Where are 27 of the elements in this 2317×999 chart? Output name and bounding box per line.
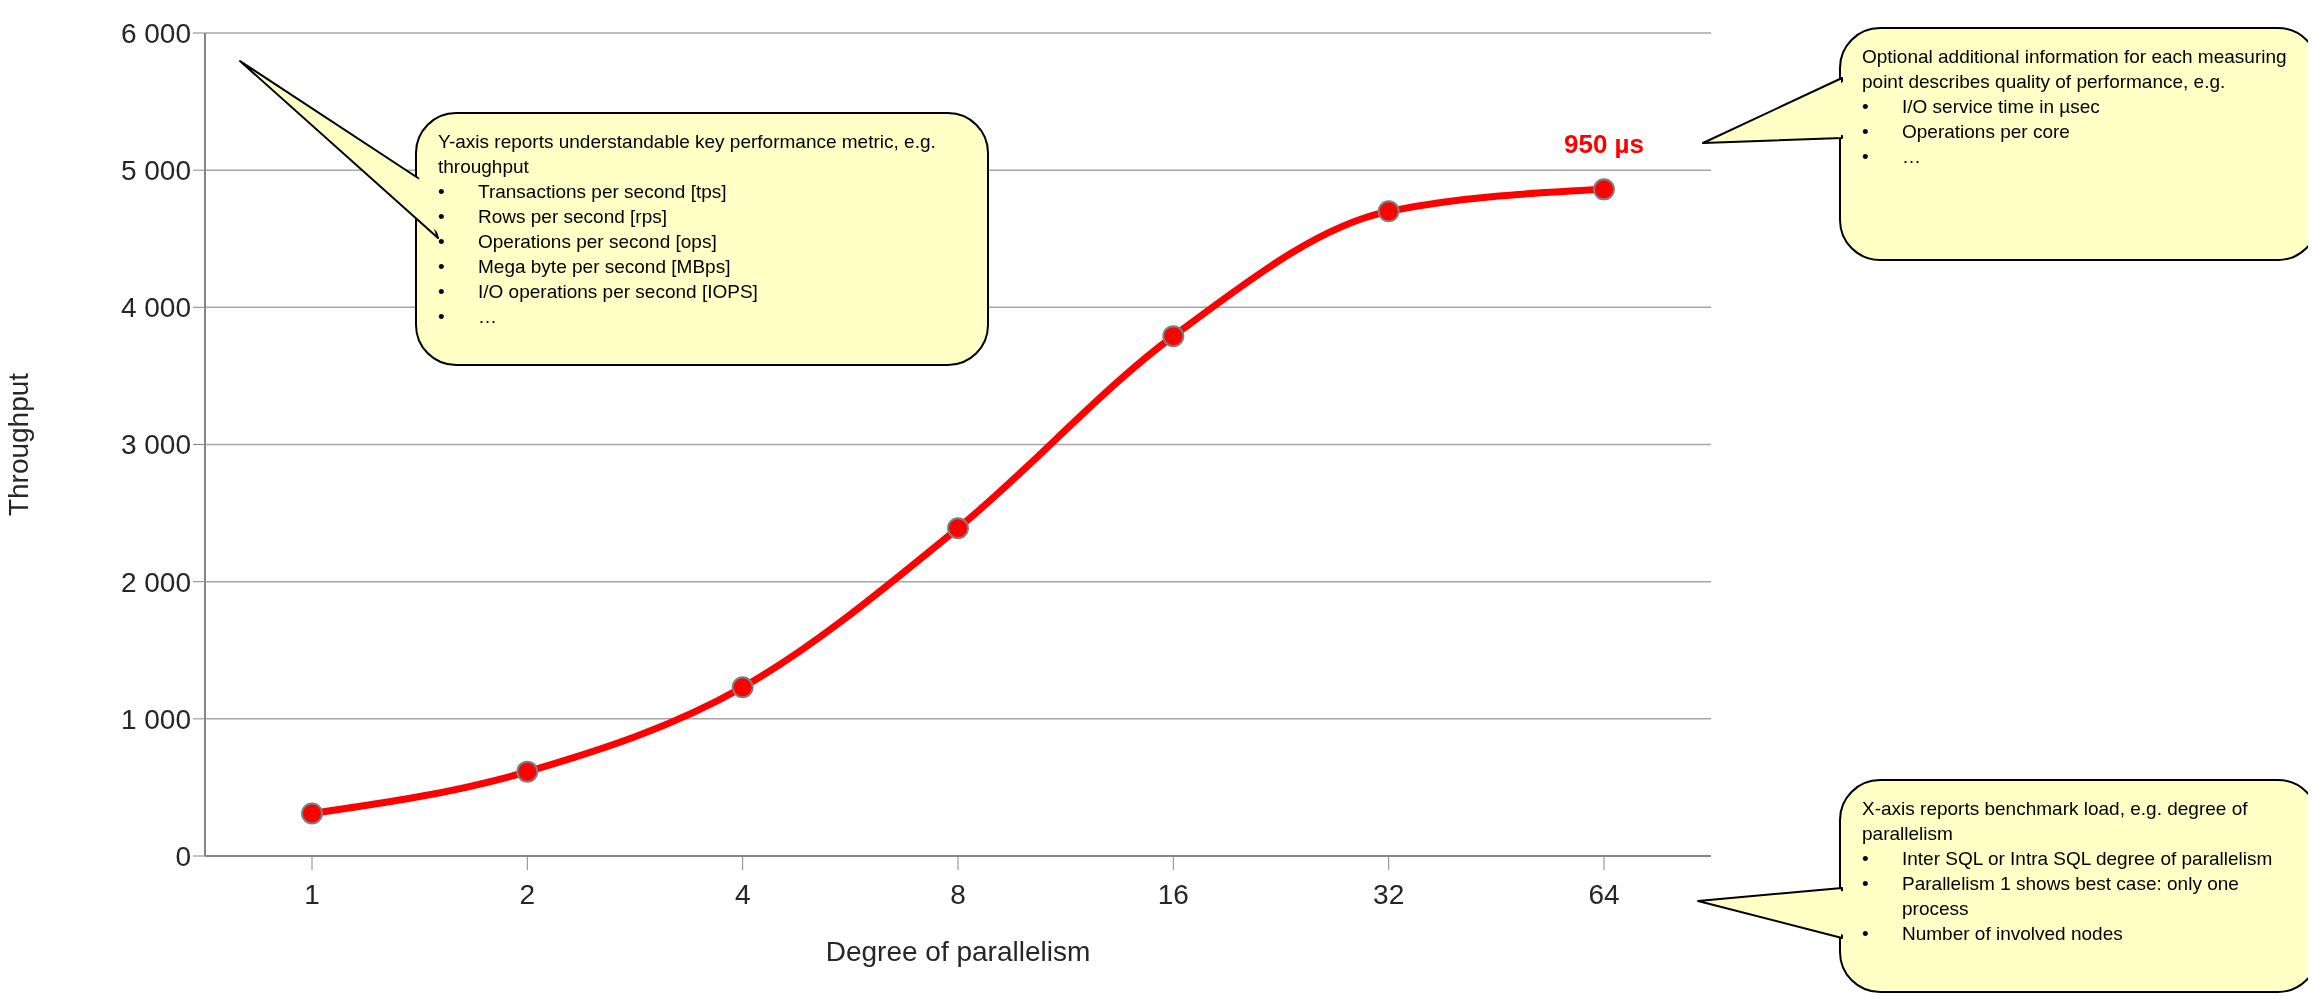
y-tick-label: 5 000 bbox=[120, 155, 191, 187]
y-axis-title: Throughput bbox=[2, 372, 34, 517]
y-tick-label: 3 000 bbox=[120, 429, 191, 461]
y-tick-label: 1 000 bbox=[120, 703, 191, 735]
point bbox=[301, 802, 323, 825]
point bbox=[731, 676, 754, 699]
y-tick-label: 0 bbox=[175, 840, 191, 872]
x-tick-label: 4 bbox=[734, 878, 751, 910]
point bbox=[516, 760, 539, 783]
point bbox=[1162, 325, 1185, 348]
text: X-axis reports benchmark load, e.g. degree of parallelism • Inter SQL or Intra SQL degree of parallelism • Parallelism 1 shows best case: only one process • Number of involved nodes bbox=[1862, 798, 2273, 944]
x-tick-label: 1 bbox=[304, 878, 320, 910]
point bbox=[1593, 178, 1615, 201]
text: Optional additional information for each measuring point describes quality of performance, e.g. • I/O service time in µsec • Operations per core • … bbox=[1862, 46, 2287, 167]
point bbox=[947, 517, 969, 540]
y-tick-label: 4 000 bbox=[120, 292, 191, 324]
point bbox=[1377, 200, 1400, 223]
annotation: 950 µs bbox=[1563, 129, 1645, 160]
y-tick-label: 2 000 bbox=[120, 566, 191, 598]
x-tick-label: 2 bbox=[519, 878, 536, 910]
y-tick-label: 6 000 bbox=[120, 17, 191, 49]
text: Y-axis reports understandable key performance metric, e.g. throughput • Transactions per second [tps] • Rows per second [rps] • Operations per second [ops] • Mega byte per second [MBps] • I/O operations per second [IOPS] • … bbox=[438, 131, 936, 327]
x-axis-title: Degree of parallelism bbox=[825, 936, 1091, 967]
x-tick-label: 16 bbox=[1157, 878, 1189, 910]
x-tick-label: 64 bbox=[1588, 878, 1620, 910]
x-tick-label: 8 bbox=[950, 878, 966, 910]
x-tick-label: 32 bbox=[1373, 878, 1405, 910]
